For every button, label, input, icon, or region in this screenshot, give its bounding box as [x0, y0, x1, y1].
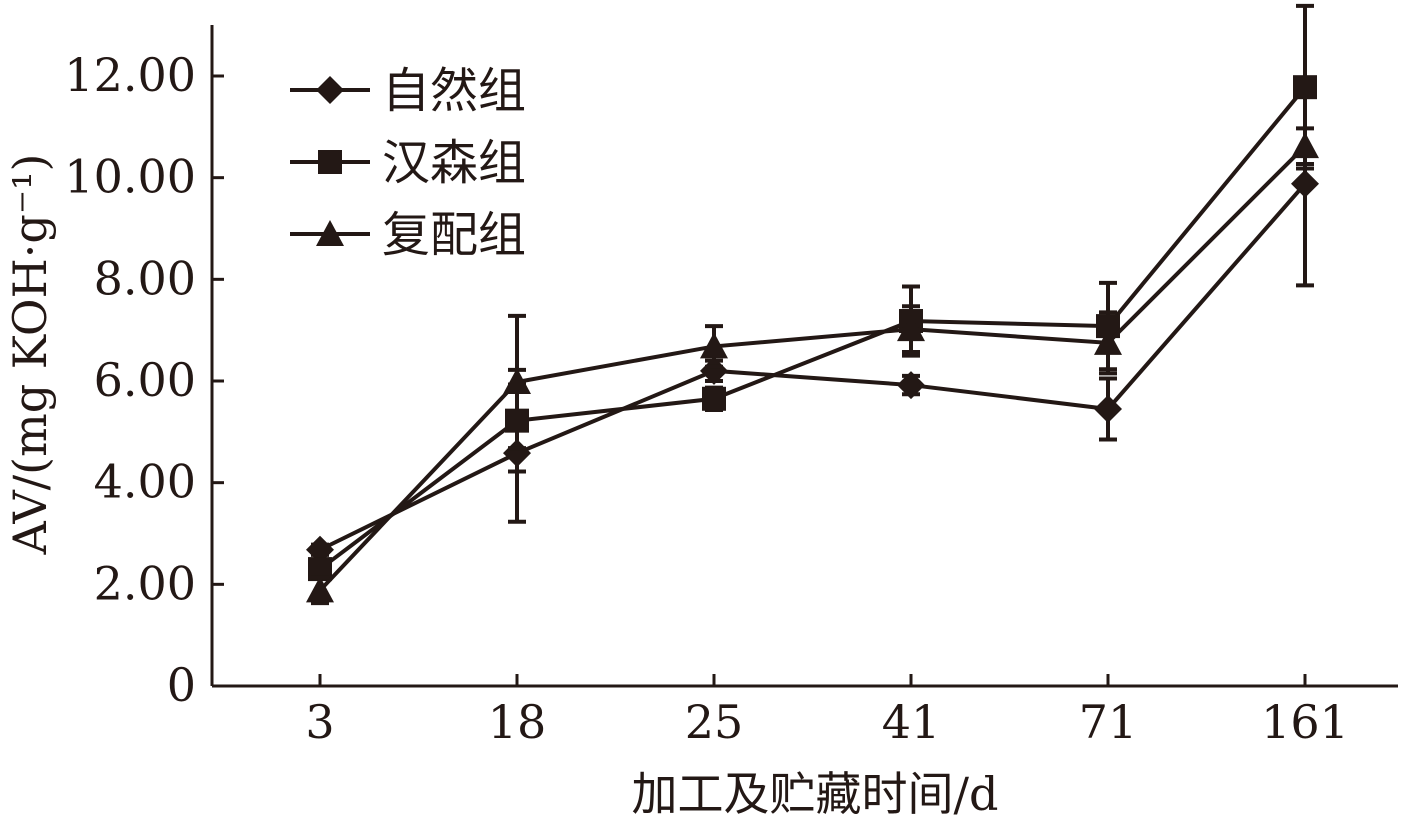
data-point [1293, 75, 1317, 100]
y-ticks: 0 2.00 4.00 6.00 8.00 10.00 12.00 [64, 48, 224, 712]
legend-item: 自然组 [290, 63, 526, 119]
legend-item: 复配组 [290, 207, 526, 263]
series-line [318, 85, 1307, 571]
x-tick-label: 25 [685, 695, 744, 749]
y-tick-label: 0 [167, 658, 196, 712]
series-line [319, 182, 1307, 552]
axes [210, 25, 1398, 688]
data-point [306, 576, 334, 603]
x-tick-label: 41 [882, 695, 941, 749]
series-triangle [306, 126, 1319, 606]
y-axis-title: AV/(mg KOH·g⁻¹) [3, 154, 57, 556]
x-axis-title: 加工及贮藏时间/d [632, 767, 999, 821]
x-tick-label: 3 [305, 695, 334, 749]
data-point [897, 315, 925, 342]
y-tick-label: 4.00 [94, 455, 196, 509]
y-tick-label: 2.00 [94, 556, 196, 610]
x-ticks: 3 18 25 41 71 161 [305, 674, 1349, 749]
series-layer [306, 3, 1319, 606]
data-point [1094, 328, 1122, 355]
data-point [700, 356, 728, 385]
data-point [1094, 394, 1122, 423]
legend-marker [316, 220, 344, 246]
x-tick-label: 18 [488, 695, 547, 749]
legend-label: 复配组 [382, 207, 526, 263]
data-point [306, 535, 334, 564]
data-point [897, 371, 925, 400]
x-tick-label: 161 [1261, 695, 1349, 749]
legend-marker [316, 76, 344, 104]
y-tick-label: 6.00 [94, 353, 196, 407]
data-point [702, 386, 726, 411]
data-point [503, 368, 531, 395]
legend-label: 汉森组 [382, 135, 526, 191]
legend-label: 自然组 [382, 63, 526, 119]
data-point [1291, 132, 1319, 159]
y-tick-label: 12.00 [64, 48, 196, 102]
data-point [1291, 169, 1319, 198]
x-tick-label: 71 [1079, 695, 1138, 749]
legend-marker [318, 150, 342, 174]
legend-item: 汉森组 [290, 135, 526, 191]
y-tick-label: 10.00 [64, 150, 196, 204]
series-line [318, 144, 1307, 592]
data-point [700, 332, 728, 359]
y-tick-label: 8.00 [94, 251, 196, 305]
